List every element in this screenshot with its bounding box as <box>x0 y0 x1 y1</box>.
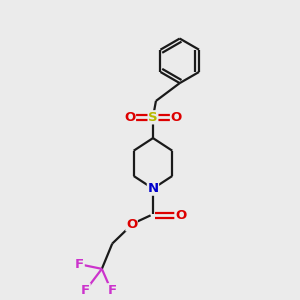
Text: O: O <box>124 111 135 124</box>
Text: S: S <box>148 111 158 124</box>
Text: F: F <box>81 284 90 297</box>
Text: O: O <box>126 218 137 231</box>
Text: N: N <box>147 182 158 195</box>
Text: F: F <box>108 284 117 297</box>
Text: O: O <box>175 209 186 222</box>
Text: F: F <box>75 258 84 271</box>
Text: O: O <box>170 111 182 124</box>
